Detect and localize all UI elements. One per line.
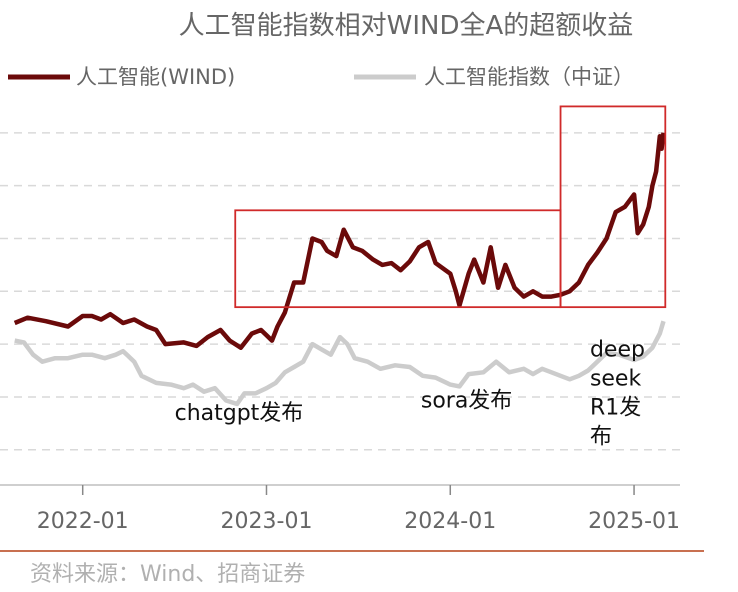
x-axis: 2022-01 2023-01 2024-01 2025-01 — [0, 484, 680, 534]
annotation-2-line-1: seek — [590, 366, 642, 391]
annotation-0-line-0: chatgpt发布 — [175, 401, 304, 426]
x-tick-label-0: 2022-01 — [37, 509, 129, 534]
chart-title: 人工智能指数相对WIND全A的超额收益 — [179, 11, 634, 41]
annotation-2-line-0: deep — [590, 337, 645, 362]
legend-label-wind: 人工智能(WIND) — [76, 65, 235, 89]
x-tick-label-3: 2025-01 — [588, 509, 680, 534]
highlight-box-0 — [234, 209, 562, 309]
x-tick-label-1: 2023-01 — [221, 509, 313, 534]
series-line-1 — [14, 320, 666, 407]
source-note: 资料来源：Wind、招商证券 — [30, 562, 305, 587]
legend: 人工智能(WIND) 人工智能指数（中证） — [8, 65, 634, 89]
series-lines — [13, 132, 666, 407]
annotation-2-line-2: R1发 — [590, 395, 641, 420]
highlight-boxes — [234, 105, 667, 309]
series-line-0 — [13, 132, 666, 350]
annotation-1-line-0: sora发布 — [421, 389, 512, 414]
highlight-box-1 — [559, 105, 667, 309]
legend-label-csi: 人工智能指数（中证） — [424, 65, 634, 89]
annotation-2-line-3: 布 — [590, 424, 612, 449]
x-tick-label-2: 2024-01 — [404, 509, 496, 534]
gridlines — [0, 132, 680, 451]
